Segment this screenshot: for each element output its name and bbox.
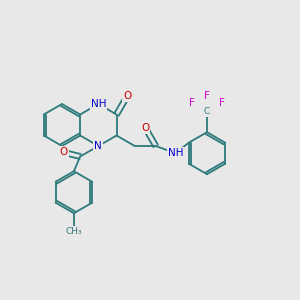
Text: NH: NH xyxy=(91,99,106,109)
Text: F: F xyxy=(219,98,225,108)
Text: F: F xyxy=(204,92,210,101)
Text: C: C xyxy=(204,107,210,116)
Text: CH₃: CH₃ xyxy=(66,226,82,236)
Text: N: N xyxy=(94,141,102,151)
Text: NH: NH xyxy=(168,148,183,158)
Text: F: F xyxy=(189,98,195,108)
Text: O: O xyxy=(123,91,131,101)
Text: O: O xyxy=(141,123,149,133)
Text: O: O xyxy=(59,147,68,157)
